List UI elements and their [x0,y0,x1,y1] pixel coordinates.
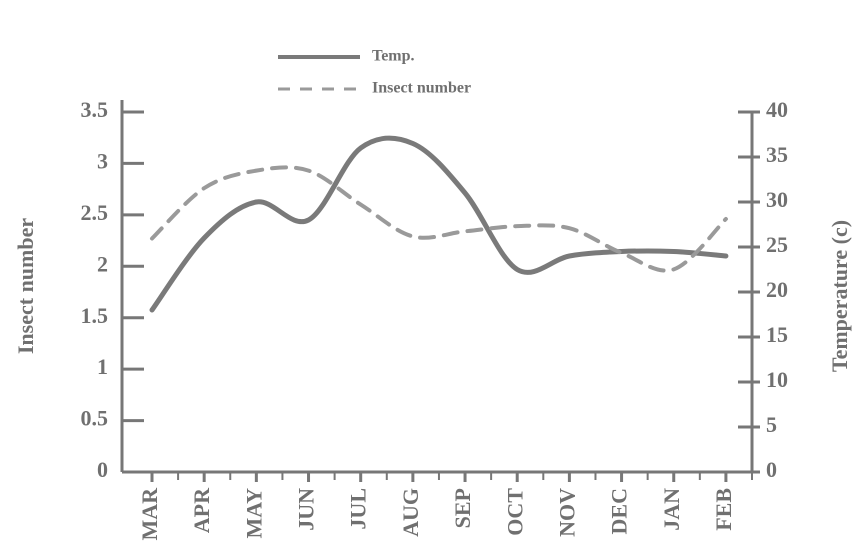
y-tick-label: 0 [97,457,108,482]
y-axis-title: Insect number [13,218,38,355]
legend-label: Insect number [372,80,471,97]
y2-tick-label: 35 [766,142,788,167]
x-tick-label: FEB [711,488,736,531]
y2-tick-label: 10 [766,367,788,392]
x-tick-label: AUG [398,488,423,537]
x-tick-label: MAR [137,487,162,541]
x-tick-label: OCT [502,488,527,536]
y2-tick-label: 0 [766,457,777,482]
legend-label: Temp. [372,48,415,65]
y2-tick-label: 25 [766,232,788,257]
y-tick-label: 0.5 [81,406,109,431]
y-tick-label: 2 [97,251,108,276]
y2-tick-label: 30 [766,187,788,212]
y-tick-label: 1 [97,354,108,379]
x-tick-label: JUN [294,488,319,531]
y-tick-label: 3.5 [81,97,109,122]
y2-tick-label: 40 [766,97,788,122]
y-tick-label: 1.5 [81,303,109,328]
y2-tick-label: 5 [766,412,777,437]
x-tick-label: SEP [450,488,475,528]
y2-tick-label: 15 [766,322,788,347]
y2-tick-label: 20 [766,277,788,302]
x-tick-label: JAN [659,488,684,531]
x-tick-label: DEC [607,488,632,534]
series-line [150,165,728,273]
series-line [149,135,729,313]
x-tick-label: MAY [241,488,266,539]
x-tick-label: JUL [346,488,371,530]
y-tick-label: 3 [97,148,108,173]
y2-axis-title: Temperature (c) [827,220,852,372]
x-tick-label: NOV [554,488,579,537]
y-tick-label: 2.5 [81,200,109,225]
x-tick-label: APR [189,487,214,533]
